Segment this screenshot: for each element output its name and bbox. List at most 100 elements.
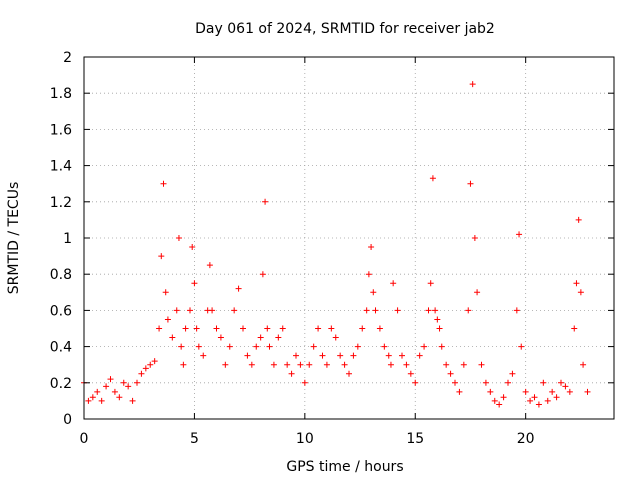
data-point bbox=[217, 334, 224, 341]
data-point bbox=[111, 388, 118, 395]
data-point bbox=[580, 361, 587, 368]
data-point bbox=[138, 370, 145, 377]
data-point bbox=[257, 334, 264, 341]
data-point bbox=[566, 388, 573, 395]
data-point bbox=[182, 325, 189, 332]
data-point bbox=[394, 307, 401, 314]
data-point bbox=[319, 352, 326, 359]
data-point bbox=[235, 285, 242, 292]
data-point bbox=[337, 352, 344, 359]
data-point bbox=[275, 334, 282, 341]
data-point bbox=[516, 231, 523, 238]
data-point bbox=[553, 394, 560, 401]
data-point bbox=[368, 244, 375, 251]
data-point bbox=[213, 325, 220, 332]
data-point bbox=[575, 216, 582, 223]
data-point bbox=[558, 379, 564, 386]
data-point bbox=[372, 307, 379, 314]
data-point bbox=[496, 401, 503, 408]
data-point bbox=[222, 361, 229, 368]
data-point bbox=[134, 379, 140, 386]
data-point bbox=[244, 352, 251, 359]
data-point bbox=[346, 370, 352, 377]
data-point bbox=[577, 289, 584, 296]
data-point bbox=[173, 307, 180, 314]
data-point bbox=[562, 383, 569, 390]
data-point bbox=[487, 388, 494, 395]
data-point bbox=[195, 343, 202, 350]
data-point bbox=[328, 325, 335, 332]
data-point bbox=[544, 397, 551, 404]
y-tick-label: 2 bbox=[63, 50, 72, 66]
data-point bbox=[253, 343, 260, 350]
data-point bbox=[370, 289, 377, 296]
data-markers bbox=[81, 81, 591, 408]
data-point bbox=[187, 307, 193, 314]
y-tick-label: 1 bbox=[63, 231, 72, 247]
data-point bbox=[120, 379, 127, 386]
data-point bbox=[350, 352, 357, 359]
data-point bbox=[438, 343, 445, 350]
y-tick-label: 1.8 bbox=[50, 86, 72, 102]
data-point bbox=[509, 370, 516, 377]
data-point bbox=[376, 325, 383, 332]
data-point bbox=[264, 325, 271, 332]
data-point bbox=[429, 175, 436, 182]
y-tick-label: 1.2 bbox=[50, 195, 72, 211]
data-point bbox=[381, 343, 388, 350]
y-tick-label: 0.4 bbox=[50, 340, 72, 356]
data-point bbox=[469, 81, 476, 88]
data-point bbox=[175, 235, 182, 241]
axis-ticks: 00.20.40.60.811.21.41.61.820 5 10 15 20 bbox=[50, 50, 614, 447]
data-point bbox=[191, 280, 198, 287]
data-point bbox=[482, 379, 489, 386]
data-point bbox=[436, 325, 443, 332]
data-point bbox=[226, 343, 233, 350]
x-tick-label: 10 bbox=[296, 431, 314, 447]
data-point bbox=[262, 198, 269, 205]
x-tick-label: 0 bbox=[80, 431, 89, 447]
data-point bbox=[387, 361, 394, 368]
data-point bbox=[465, 307, 472, 314]
data-point bbox=[425, 307, 432, 314]
data-point bbox=[85, 397, 92, 404]
data-point bbox=[297, 361, 304, 368]
y-tick-label: 0 bbox=[63, 412, 72, 428]
data-point bbox=[416, 352, 423, 359]
data-point bbox=[129, 397, 136, 404]
data-point bbox=[452, 379, 458, 386]
data-point bbox=[549, 388, 556, 395]
y-tick-label: 0.6 bbox=[50, 303, 72, 319]
data-point bbox=[266, 343, 273, 350]
data-point bbox=[531, 394, 538, 401]
data-point bbox=[505, 379, 511, 386]
y-tick-label: 0.2 bbox=[50, 376, 72, 392]
data-point bbox=[491, 397, 498, 404]
data-point bbox=[107, 376, 114, 383]
data-point bbox=[151, 358, 158, 365]
data-point bbox=[513, 307, 520, 314]
data-point bbox=[169, 334, 176, 341]
data-point bbox=[125, 383, 132, 390]
data-point bbox=[403, 361, 410, 368]
data-point bbox=[315, 325, 322, 332]
data-point bbox=[535, 401, 542, 408]
data-point bbox=[434, 316, 441, 323]
data-point bbox=[522, 388, 529, 395]
data-point bbox=[116, 394, 123, 401]
data-point bbox=[301, 379, 308, 386]
data-point bbox=[284, 361, 291, 368]
data-point bbox=[240, 325, 246, 332]
data-point bbox=[399, 352, 405, 359]
data-point bbox=[460, 361, 467, 368]
y-tick-label: 1.6 bbox=[50, 122, 72, 138]
data-point bbox=[193, 325, 200, 332]
data-point bbox=[365, 271, 372, 278]
data-point bbox=[341, 361, 348, 368]
data-point bbox=[359, 325, 366, 332]
data-point bbox=[354, 343, 361, 350]
data-point bbox=[427, 280, 434, 287]
y-tick-label: 0.8 bbox=[50, 267, 72, 283]
data-point bbox=[147, 361, 154, 368]
